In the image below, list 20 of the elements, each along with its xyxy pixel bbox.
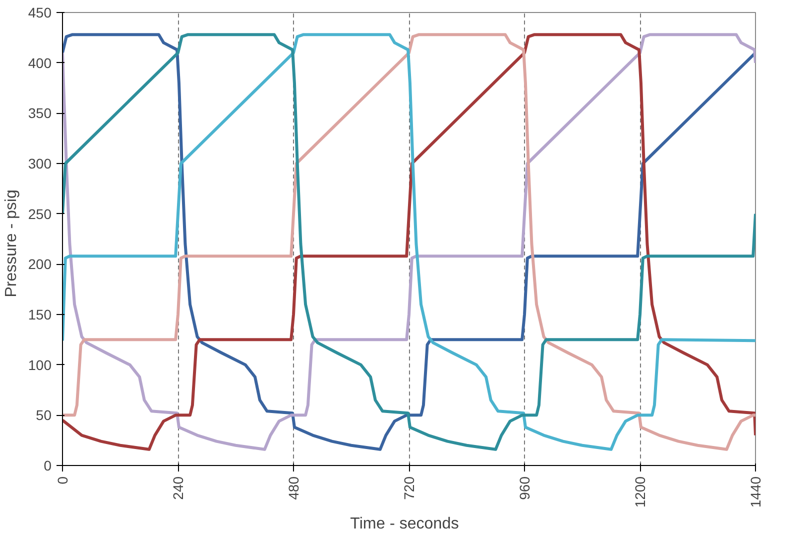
- x-axis-title: Time - seconds: [350, 516, 459, 533]
- y-tick-label: 0: [44, 458, 52, 474]
- y-tick-label: 450: [28, 4, 52, 20]
- x-tick-label: 960: [516, 476, 532, 500]
- y-tick-label: 150: [28, 306, 52, 322]
- x-tick-label: 1440: [748, 476, 764, 508]
- y-tick-label: 100: [28, 356, 52, 373]
- x-tick-label: 240: [170, 476, 186, 500]
- x-tick-label: 0: [54, 476, 70, 484]
- line-series: [62, 33, 756, 451]
- y-tick-label: 350: [28, 105, 52, 122]
- y-tick-label: 250: [28, 206, 52, 222]
- x-tick-label: 1200: [632, 476, 648, 508]
- y-tick-label: 50: [36, 407, 52, 424]
- y-tick-label: 300: [28, 156, 52, 172]
- x-tick-label: 720: [401, 476, 417, 500]
- y-tick-label: 200: [28, 256, 52, 272]
- y-axis-title: Pressure - psig: [3, 190, 20, 298]
- y-tick-label: 400: [28, 54, 52, 71]
- x-tick-label: 480: [286, 476, 302, 500]
